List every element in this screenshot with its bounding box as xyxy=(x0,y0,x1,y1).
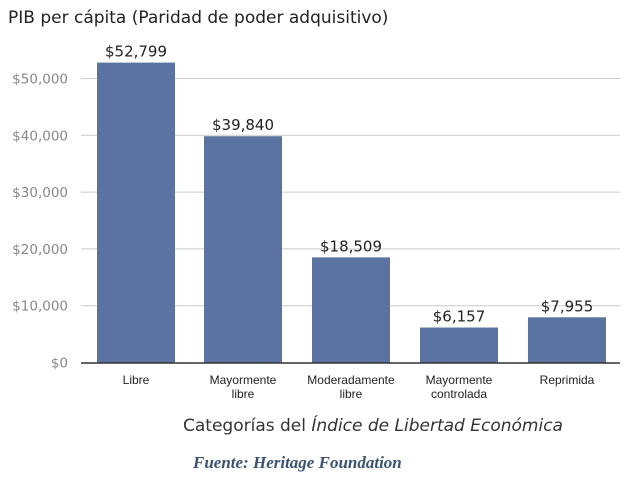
y-tick-label: $20,000 xyxy=(12,242,68,258)
bar xyxy=(420,327,498,363)
data-label: $52,799 xyxy=(105,43,167,61)
x-axis-label-prefix: Categorías del xyxy=(183,416,311,436)
bar xyxy=(97,62,175,363)
x-tick-label: Moderadamente xyxy=(307,373,395,387)
data-label: $39,840 xyxy=(212,116,274,134)
x-axis-label-italic: Índice de Libertad Económica xyxy=(311,414,563,436)
x-tick-label: libre xyxy=(340,387,363,401)
x-axis-label: Categorías del Índice de Libertad Económ… xyxy=(183,414,563,436)
data-label: $6,157 xyxy=(433,308,486,326)
x-tick-label: Mayormente xyxy=(426,373,493,387)
y-tick-label: $50,000 xyxy=(12,72,68,88)
x-tick-label: Reprimida xyxy=(540,373,595,387)
y-tick-label: $30,000 xyxy=(12,185,68,201)
x-tick-label: Mayormente xyxy=(210,373,277,387)
x-tick-label: Libre xyxy=(123,373,150,387)
bar xyxy=(312,257,390,363)
x-tick-label: libre xyxy=(232,387,255,401)
y-tick-label: $10,000 xyxy=(12,299,68,315)
bar xyxy=(528,317,606,363)
source-note: Fuente: Heritage Foundation xyxy=(192,453,402,472)
y-tick-label: $40,000 xyxy=(12,128,68,144)
bar xyxy=(204,136,282,363)
y-tick-label: $0 xyxy=(51,356,68,372)
data-label: $18,509 xyxy=(320,237,382,255)
data-label: $7,955 xyxy=(541,297,594,315)
x-tick-label: controlada xyxy=(431,387,487,401)
chart-title: PIB per cápita (Paridad de poder adquisi… xyxy=(8,8,388,28)
